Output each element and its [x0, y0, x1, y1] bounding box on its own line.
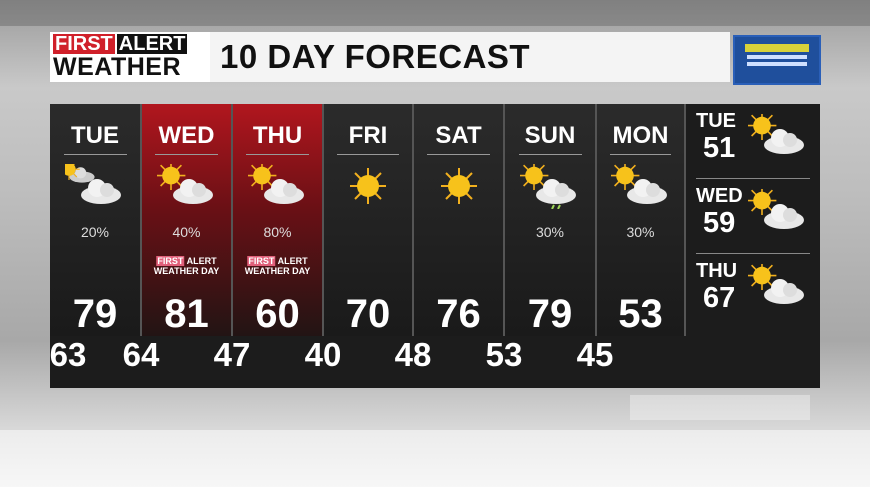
- high-temp: 70: [345, 292, 391, 336]
- sponsor-logo: [733, 35, 821, 85]
- precip-chance: 30%: [535, 224, 565, 240]
- day-column-sun: SUN 30% 79: [505, 104, 597, 336]
- day-column-tue: TUE 20% 79: [50, 104, 142, 336]
- precip-chance: 80%: [263, 224, 292, 240]
- day-name: TUE: [71, 122, 119, 149]
- extended-row: WED 59: [686, 179, 820, 254]
- high-temp: 79: [527, 292, 573, 336]
- logo-weather: WEATHER: [53, 53, 182, 81]
- partly-cloudy-icon: [65, 164, 125, 209]
- day-name: SAT: [435, 122, 482, 149]
- day-column-sat: SAT 76: [414, 104, 505, 336]
- extended-day: TUE: [696, 110, 736, 132]
- extended-day: THU: [696, 260, 738, 282]
- first-alert-weather-logo: FIRST ALERT WEATHER: [50, 32, 210, 82]
- sunny-icon: [349, 167, 387, 205]
- high-temp: 76: [436, 292, 481, 336]
- low-temp: 40: [304, 336, 342, 373]
- day-column-wed: WED 40% FIRST ALERT WEATHER DAY 81: [142, 104, 233, 336]
- logo-first: FIRST: [53, 33, 115, 55]
- first-alert-weather-day-badge: FIRST ALERT WEATHER DAY: [244, 256, 311, 276]
- extended-temp: 51: [703, 132, 736, 164]
- low-temp: 63: [49, 336, 87, 373]
- partly-sunny-icon: [611, 164, 671, 209]
- extended-day: WED: [696, 185, 743, 207]
- low-temp: 47: [213, 336, 251, 373]
- low-temp: 53: [485, 336, 523, 373]
- first-alert-weather-day-badge: FIRST ALERT WEATHER DAY: [153, 256, 220, 276]
- page-title: 10 DAY FORECAST: [220, 38, 531, 75]
- day-column-thu: THU 80% FIRST ALERT WEATHER DAY 60: [233, 104, 324, 336]
- day-name: THU: [252, 122, 303, 149]
- low-temp: 64: [122, 336, 160, 373]
- low-temp: 48: [394, 336, 432, 373]
- extended-row: THU 67: [686, 254, 820, 329]
- day-name: WED: [158, 122, 215, 149]
- day-column-fri: FRI 70: [324, 104, 414, 336]
- partly-sunny-icon: [748, 189, 808, 234]
- day-column-mon: MON 30% 53: [597, 104, 686, 336]
- logo-alert: ALERT: [116, 33, 188, 55]
- high-temp: 53: [618, 292, 663, 336]
- partly-sunny-icon: [748, 264, 808, 309]
- high-temp: 60: [255, 292, 300, 336]
- precip-chance: 40%: [172, 224, 201, 240]
- partly-sunny-icon: [248, 164, 308, 209]
- precip-chance: 20%: [80, 224, 110, 240]
- extended-forecast: TUE 51 WED 59 THU 67: [686, 104, 820, 336]
- day-name: FRI: [348, 122, 388, 149]
- sunny-icon: [439, 167, 478, 205]
- sun-cloud-shower-icon: [520, 164, 580, 209]
- day-name: SUN: [524, 122, 576, 149]
- extended-row: TUE 51: [686, 104, 820, 179]
- partly-sunny-icon: [157, 164, 217, 209]
- partly-sunny-icon: [748, 114, 808, 159]
- background-block: [0, 0, 870, 26]
- day-name: MON: [612, 122, 669, 149]
- extended-temp: 67: [703, 282, 736, 314]
- extended-temp: 59: [703, 207, 736, 239]
- precip-chance: 30%: [626, 224, 655, 240]
- high-temp: 81: [164, 292, 209, 336]
- background-block: [630, 395, 810, 420]
- high-temp: 79: [72, 292, 118, 336]
- background-block: [0, 430, 870, 487]
- low-temp: 45: [576, 336, 614, 373]
